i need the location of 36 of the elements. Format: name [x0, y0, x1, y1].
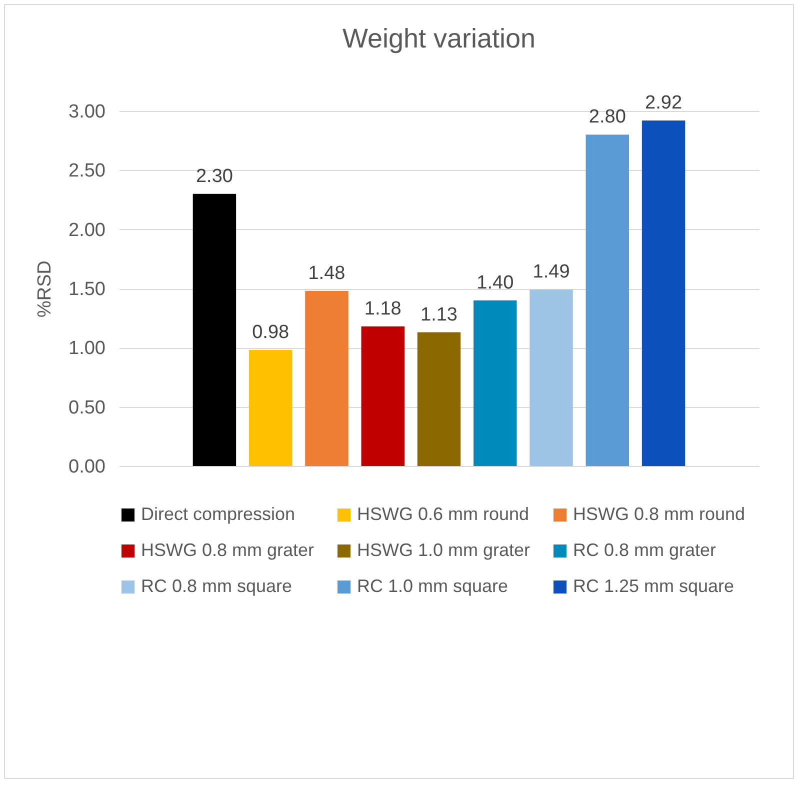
y-tick-label: 0.50	[68, 397, 106, 418]
y-axis-title: %RSD	[34, 260, 56, 318]
legend-label: RC 1.0 mm square	[357, 576, 508, 596]
legend-label: RC 0.8 mm grater	[573, 540, 716, 560]
data-label: 0.98	[252, 322, 290, 344]
legend-label: HSWG 0.8 mm grater	[141, 540, 314, 560]
y-tick-label: 3.00	[68, 102, 106, 122]
data-label: 1.40	[476, 272, 514, 294]
legend-label: HSWG 1.0 mm grater	[357, 540, 530, 560]
bar	[417, 332, 461, 466]
y-tick-label: 2.50	[68, 160, 106, 182]
bar	[248, 350, 292, 466]
bar	[305, 290, 348, 466]
bar	[530, 290, 573, 466]
bar	[361, 326, 404, 466]
data-label: 2.80	[588, 106, 626, 128]
y-tick-label: 0.00	[68, 456, 106, 478]
legend-label: RC 1.25 mm square	[573, 576, 734, 596]
chart-title: Weight variation	[342, 23, 536, 54]
bar	[642, 120, 686, 466]
legend-label: RC 0.8 mm square	[141, 576, 292, 596]
legend-label: Direct compression	[141, 504, 296, 524]
legend-label: HSWG 0.6 mm round	[357, 504, 530, 524]
bar	[474, 300, 517, 466]
data-label: 1.49	[532, 262, 570, 283]
bar	[192, 194, 236, 466]
y-tick-label: 2.00	[68, 220, 106, 241]
data-label: 1.18	[364, 298, 402, 320]
data-label: 1.48	[308, 262, 346, 284]
legend-label: HSWG 0.8 mm round	[573, 504, 746, 524]
data-label: 2.30	[196, 166, 233, 187]
data-label: 2.92	[645, 92, 682, 114]
bar	[586, 134, 630, 466]
y-tick-label: 1.00	[68, 338, 106, 360]
y-tick-label: 1.50	[68, 279, 106, 300]
data-label: 1.13	[420, 304, 458, 326]
